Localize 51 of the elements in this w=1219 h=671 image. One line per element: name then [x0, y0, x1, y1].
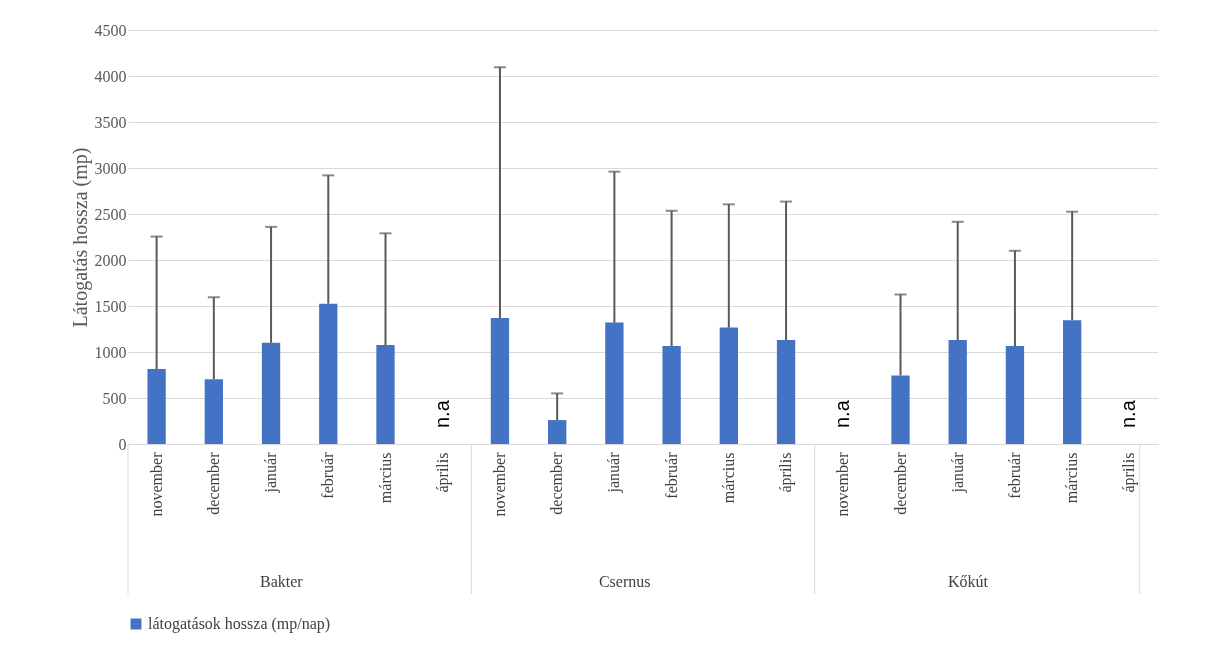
- bar: [376, 345, 395, 444]
- bar: [605, 322, 624, 444]
- x-tick-label: december: [204, 451, 222, 515]
- x-tick-label: november: [147, 451, 165, 517]
- legend-label: látogatások hossza (mp/nap): [148, 615, 331, 633]
- x-tick-label: december: [891, 451, 909, 515]
- y-tick-label: 0: [118, 435, 127, 453]
- y-tick-label: 2500: [94, 205, 127, 223]
- x-tick-label: január: [262, 451, 281, 494]
- x-tick-label: november: [834, 451, 852, 517]
- bar: [662, 346, 681, 444]
- x-tick-label: április: [1120, 452, 1139, 493]
- text: Csernus: [598, 573, 651, 590]
- x-tick-label: november: [490, 451, 508, 517]
- y-tick-label: 1500: [94, 297, 127, 315]
- y-tick-label: 2000: [94, 251, 127, 269]
- bar: [319, 303, 338, 444]
- bar: [548, 420, 567, 444]
- y-axis-title: Látogatás hossza (mp): [68, 147, 92, 328]
- x-tick-label: március: [719, 452, 737, 504]
- x-tick-label: február: [1005, 451, 1023, 499]
- bar: [719, 327, 738, 444]
- y-tick-label: 1000: [94, 343, 127, 361]
- y-tick-label: 3500: [94, 113, 127, 131]
- x-tick-label: február: [319, 451, 337, 499]
- x-tick-label: április: [433, 452, 452, 493]
- x-tick-label: december: [548, 451, 566, 515]
- y-tick-label: 3000: [94, 159, 127, 177]
- bar: [261, 342, 281, 444]
- x-tick-label: április: [777, 452, 796, 493]
- bar: [1063, 320, 1082, 444]
- text: n.a: [831, 400, 854, 428]
- bar: [948, 340, 967, 444]
- bar: [147, 369, 166, 444]
- bar: [204, 379, 223, 444]
- bar: [490, 317, 510, 444]
- text: Kőkút: [948, 573, 989, 590]
- x-tick-label: március: [1063, 452, 1081, 504]
- x-tick-label: január: [948, 451, 967, 494]
- text: n.a: [430, 400, 453, 428]
- bar: [776, 340, 796, 444]
- text: n.a: [1117, 400, 1140, 428]
- y-tick-label: 4500: [94, 21, 127, 39]
- text: Bakter: [260, 573, 304, 590]
- x-tick-label: február: [662, 451, 680, 499]
- x-tick-label: március: [376, 452, 394, 504]
- y-tick-label: 4000: [94, 67, 127, 85]
- y-tick-label: 500: [102, 389, 127, 407]
- bar: [1005, 346, 1025, 444]
- bar: [891, 375, 910, 444]
- x-tick-label: január: [605, 451, 624, 494]
